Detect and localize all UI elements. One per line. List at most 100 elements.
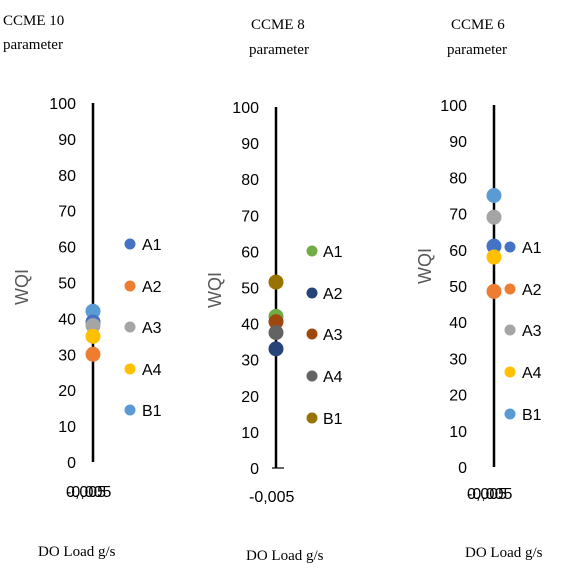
y-tick-label: 70 (58, 204, 76, 221)
chart-title-line1: CCME 8 (251, 17, 305, 33)
legend: A1 A2 A3 A4 B1 (504, 240, 542, 424)
data-points (486, 188, 502, 299)
y-tick-label: 40 (449, 315, 467, 332)
legend-marker-a1 (306, 245, 318, 257)
x-tick-label: -0,005 (66, 484, 111, 501)
data-point-a2 (486, 283, 502, 299)
legend-label-b1: B1 (142, 403, 162, 420)
legend-marker-a3 (124, 321, 136, 333)
y-tick-label: 90 (241, 136, 259, 153)
y-tick-label: 20 (58, 383, 76, 400)
legend-label-a1: A1 (522, 240, 542, 257)
x-axis-label: DO Load g/s (465, 545, 543, 561)
legend-label-a4: A4 (323, 369, 343, 386)
y-tick-label: 40 (241, 317, 259, 334)
y-tick-label: 30 (241, 353, 259, 370)
legend-label-a4: A4 (142, 362, 162, 379)
data-point-a2 (268, 341, 284, 357)
legend-marker-b1 (504, 408, 516, 420)
legend-label-a2: A2 (142, 279, 162, 296)
y-tick-label: 90 (449, 134, 467, 151)
y-tick-label: 10 (449, 424, 467, 441)
chart-panel-ccme10: CCME 10 parameter WQI DO Load g/s 0 10 20 3… (3, 13, 162, 560)
legend-marker-a4 (504, 366, 516, 378)
y-axis-label: WQI (205, 272, 225, 308)
legend-marker-a4 (306, 370, 318, 382)
x-tick-label: 0,005 (66, 484, 106, 501)
y-tick-label: 60 (241, 244, 259, 261)
legend-marker-a3 (306, 328, 318, 340)
legend-label-a3: A3 (522, 323, 542, 340)
legend-marker-b1 (124, 404, 136, 416)
data-point-a4 (486, 249, 502, 265)
legend-marker-b1 (306, 412, 318, 424)
chart-title-line2: parameter (447, 42, 507, 58)
legend: A1 A2 A3 A4 B1 (124, 237, 162, 420)
y-tick-label: 80 (58, 168, 76, 185)
y-tick-label: 70 (241, 208, 259, 225)
y-tick-label: 50 (58, 276, 76, 293)
y-tick-label: 10 (241, 425, 259, 442)
y-tick-label: 100 (232, 100, 259, 117)
legend-label-a1: A1 (142, 237, 162, 254)
legend-label-a3: A3 (142, 320, 162, 337)
data-point-a4 (268, 325, 284, 341)
data-point-a2 (85, 346, 101, 362)
y-tick-label: 60 (58, 240, 76, 257)
x-axis-label: DO Load g/s (246, 548, 324, 564)
y-tick-label: 100 (49, 96, 76, 113)
legend-marker-a1 (124, 238, 136, 250)
y-tick-label: 70 (449, 207, 467, 224)
y-tick-label: 40 (58, 311, 76, 328)
chart-title-line2: parameter (3, 37, 63, 53)
y-axis-label: WQI (415, 248, 435, 284)
chart-title-line1: CCME 6 (451, 17, 505, 33)
legend-marker-a3 (504, 324, 516, 336)
legend-label-a4: A4 (522, 365, 542, 382)
y-tick-label: 50 (241, 281, 259, 298)
y-tick-label: 80 (241, 172, 259, 189)
y-tick-label: 60 (449, 243, 467, 260)
x-tick-label: 0,005 (467, 486, 507, 503)
data-point-a4 (85, 328, 101, 344)
chart-panel-ccme8: CCME 8 parameter WQI DO Load g/s 0 10 20 30… (205, 17, 343, 564)
data-points (268, 274, 284, 357)
legend-marker-a4 (124, 363, 136, 375)
data-point-a3 (268, 314, 284, 330)
y-axis-label: WQI (12, 269, 32, 305)
x-tick-label: -0,005 (249, 489, 294, 506)
data-point-a1 (486, 238, 502, 254)
legend-label-b1: B1 (323, 411, 343, 428)
legend-label-a2: A2 (522, 282, 542, 299)
data-point-a3 (85, 318, 101, 334)
y-tick-label: 80 (449, 170, 467, 187)
legend-marker-a1 (504, 241, 516, 253)
y-tick-label: 50 (449, 279, 467, 296)
y-tick-label: 10 (58, 419, 76, 436)
legend-marker-a2 (124, 280, 136, 292)
y-tick-label: 20 (241, 389, 259, 406)
x-axis-label: DO Load g/s (38, 544, 116, 560)
legend-label-b1: B1 (522, 407, 542, 424)
legend-label-a3: A3 (323, 327, 343, 344)
data-point-b1 (268, 274, 284, 290)
legend-label-a1: A1 (323, 244, 343, 261)
y-tick-label: 30 (58, 347, 76, 364)
legend-marker-a2 (306, 287, 318, 299)
chart-title-line2: parameter (249, 42, 309, 58)
y-tick-label: 20 (449, 388, 467, 405)
y-tick-label: 100 (440, 98, 467, 115)
chart-panel-ccme6: CCME 6 parameter WQI DO Load g/s 0 10 20 30… (415, 17, 543, 561)
y-tick-label: 0 (458, 460, 467, 477)
y-tick-label: 0 (67, 455, 76, 472)
legend-label-a2: A2 (323, 286, 343, 303)
plot-area: 0 10 20 30 40 50 60 70 80 90 100 -0,005 (232, 100, 294, 506)
data-point-b1 (85, 303, 101, 319)
legend-marker-a2 (504, 283, 516, 295)
x-tick-label: -0,005 (467, 486, 512, 503)
data-point-a3 (486, 209, 502, 225)
data-points (85, 303, 101, 362)
data-point-b1 (486, 188, 502, 203)
